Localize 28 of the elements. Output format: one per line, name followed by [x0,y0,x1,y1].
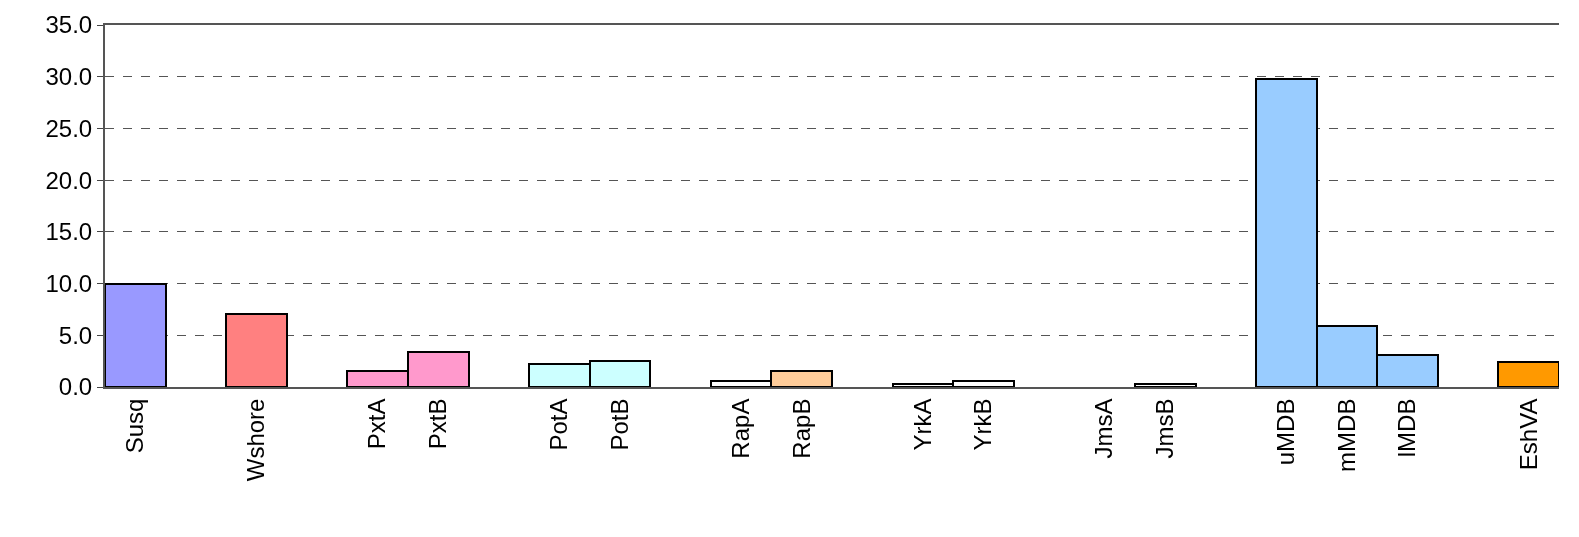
y-tick-label: 20.0 [45,166,93,194]
x-tick-label: YrkB [969,398,997,451]
x-tick-label: Wshore [242,398,270,482]
bar [1497,361,1559,387]
x-tick-label: PotA [545,398,573,451]
x-tick-label: JmsB [1151,398,1179,459]
x-tick-label: JmsA [1090,398,1118,459]
bar [105,283,167,387]
bar [225,313,288,387]
y-tick-label: 10.0 [45,269,93,297]
x-tick-label: RapA [726,398,754,459]
y-tick-label: 35.0 [45,11,93,39]
x-tick-label: PxtA [363,398,391,450]
y-tick-label: 30.0 [45,63,93,91]
x-tick-label: uMDB [1272,398,1300,466]
y-tick-label: 15.0 [45,218,93,246]
x-tick-label: YrkA [908,398,936,451]
x-tick-label: Susq [121,398,149,454]
x-tick-label: RapB [787,398,815,459]
y-tick-label: 5.0 [58,321,93,349]
x-tick-label: lMDB [1393,398,1421,458]
x-tick-label: mMDB [1332,398,1360,472]
x-tick-label: EshVA [1514,398,1542,471]
y-tick-label: 25.0 [45,114,93,142]
bar [1134,383,1197,387]
x-tick-label: PotB [605,398,633,451]
x-tick-label: PxtB [424,398,452,450]
y-tick-label: 0.0 [58,373,93,401]
